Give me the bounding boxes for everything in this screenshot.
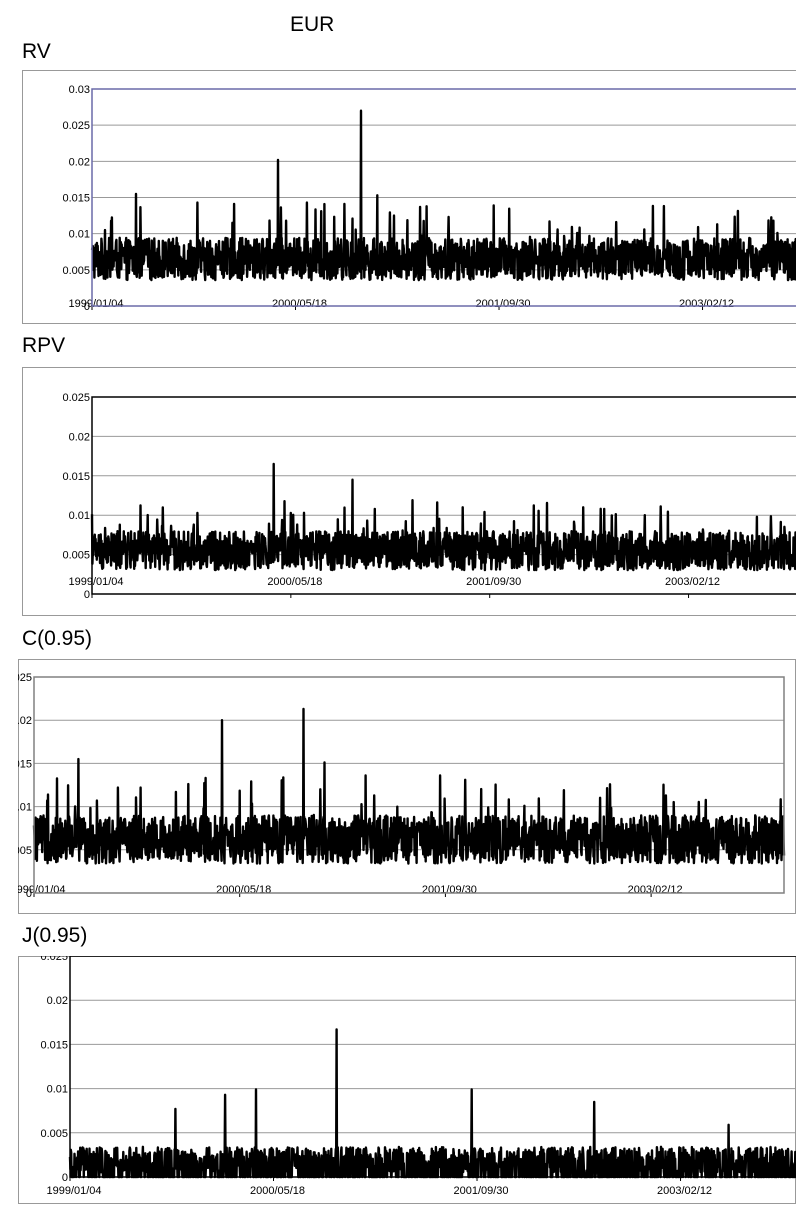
- plot-area-frame: [70, 956, 796, 1177]
- y-tick-label: 0.015: [40, 1039, 68, 1051]
- series-line: [34, 709, 784, 864]
- y-tick-label: 0.01: [69, 510, 90, 522]
- y-tick-label: 0.005: [62, 550, 90, 562]
- plot-area-frame: [92, 397, 796, 594]
- chart-title-c095: C(0.95): [22, 627, 92, 651]
- chart-title-j095: J(0.95): [22, 924, 87, 948]
- y-tick-label: 0.02: [47, 995, 68, 1007]
- x-tick-label: 1999/01/04: [18, 884, 66, 896]
- y-tick-label: 0.005: [18, 845, 32, 857]
- y-tick-label: 0.02: [18, 715, 32, 727]
- x-tick-label: 2003/02/12: [665, 576, 720, 588]
- x-tick-label: 1999/01/04: [68, 576, 123, 588]
- x-tick-label: 1999/01/04: [46, 1185, 101, 1197]
- x-tick-label: 2003/02/12: [657, 1185, 712, 1197]
- x-tick-label: 2001/09/30: [422, 884, 477, 896]
- chart-svg: 0 0.005 0.01 0.015 0.02 0.025 1999/01/04 2000/0…: [22, 367, 796, 617]
- chart-rpv: 0 0.005 0.01 0.015 0.02 0.025 1999/01/04 2000/0…: [22, 367, 796, 622]
- chart-svg: 0 0.005 0.01 0.015 0.02 0.025 1999/01/04 2000/0…: [18, 956, 796, 1205]
- y-tick-label: 0: [84, 589, 90, 601]
- chart-svg: 00.0050.010.0150.020.0251999/01/042000/0…: [18, 659, 796, 915]
- series-line: [92, 111, 796, 280]
- y-tick-label: 0.02: [69, 431, 90, 443]
- y-tick-label: 0.01: [69, 229, 90, 241]
- chart-title-rpv: RPV: [22, 334, 65, 358]
- x-tick-label: 2000/05/18: [267, 576, 322, 588]
- y-tick-label: 0.03: [69, 84, 90, 96]
- chart-title-rv: RV: [22, 40, 51, 64]
- y-tick-label: 0.015: [62, 471, 90, 483]
- y-tick-label: 0.025: [62, 120, 90, 132]
- y-tick-label: 0.005: [40, 1128, 68, 1140]
- y-tick-label: 0.01: [18, 802, 32, 814]
- x-tick-label: 2001/09/30: [453, 1185, 508, 1197]
- y-tick-label: 0.025: [62, 392, 90, 404]
- y-tick-label: 0.02: [69, 156, 90, 168]
- x-tick-label: 2003/02/12: [628, 884, 683, 896]
- y-tick-label: 0.015: [18, 758, 32, 770]
- page-title: EUR: [290, 13, 334, 37]
- chart-outer-frame: [19, 660, 796, 914]
- x-tick-label: 2000/05/18: [216, 884, 271, 896]
- y-tick-label: 0.01: [47, 1084, 68, 1096]
- chart-c095: 00.0050.010.0150.020.0251999/01/042000/0…: [18, 659, 796, 920]
- series-line: [70, 1029, 796, 1177]
- y-tick-label: 0.025: [40, 956, 68, 963]
- x-tick-label: 2001/09/30: [466, 576, 521, 588]
- x-tick-label: 2003/02/12: [679, 298, 734, 310]
- y-tick-label: 0.005: [62, 265, 90, 277]
- x-tick-label: 2000/05/18: [250, 1185, 305, 1197]
- chart-j095: 0 0.005 0.01 0.015 0.02 0.025 1999/01/04 2000/0…: [18, 956, 796, 1210]
- x-tick-label: 2000/05/18: [272, 298, 327, 310]
- x-tick-label: 2001/09/30: [475, 298, 530, 310]
- y-tick-label: 0.015: [62, 193, 90, 205]
- y-tick-label: 0.025: [18, 672, 32, 684]
- y-tick-label: 0: [62, 1172, 68, 1184]
- x-tick-label: 1999/01/04: [68, 298, 123, 310]
